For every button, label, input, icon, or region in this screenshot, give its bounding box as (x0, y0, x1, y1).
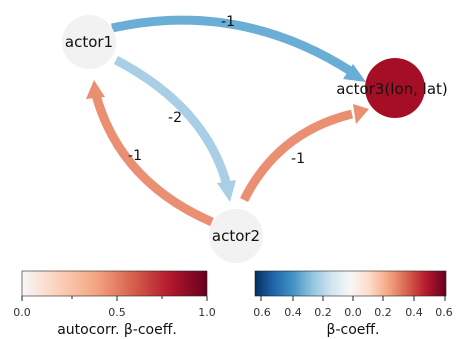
node-actor3: actor3(lon, lat) (336, 58, 448, 118)
node-label-actor1: actor1 (65, 33, 113, 51)
edge-actor1-actor3 (111, 15, 366, 82)
nodes-layer: actor1 actor2 actor3(lon, lat) (62, 15, 448, 263)
node-circle-actor2 (209, 209, 263, 263)
colorbar-autocorr-tick-label: 0.0 (13, 306, 31, 319)
colorbar-beta-title: β-coeff. (327, 322, 380, 338)
colorbar-autocorr-tick-label: 0.5 (108, 306, 126, 319)
colorbar-beta-tick-label: 0.2 (314, 306, 332, 319)
edges-layer (86, 15, 369, 227)
edge-arrowhead-actor1-actor3 (343, 64, 366, 82)
colorbar-beta-bar (254, 270, 447, 297)
edge-label-actor1-actor2: -2 (168, 110, 182, 126)
colorbar-autocorr-tick-label: 1.0 (198, 306, 216, 319)
edge-line-actor1-actor2 (113, 56, 231, 184)
colorbar-beta-tick-label: 0.0 (344, 306, 362, 319)
edge-actor2-actor1 (86, 80, 214, 227)
edge-actor2-actor3 (239, 104, 369, 203)
colorbar-autocorr-ticks (21, 296, 208, 301)
edge-labels: -1 -2 -1 -1 (128, 14, 305, 167)
edge-line-actor2-actor3 (239, 109, 354, 203)
edge-label-actor1-actor3: -1 (221, 14, 235, 30)
node-actor2: actor2 (209, 209, 263, 263)
edge-arrowhead-actor1-actor2 (217, 180, 236, 202)
node-actor1: actor1 (62, 15, 116, 69)
edge-label-actor2-actor1: -1 (128, 148, 142, 164)
colorbar-beta-ticks (260, 296, 446, 301)
edge-label-actor2-actor3: -1 (291, 151, 305, 167)
edge-line-actor2-actor1 (91, 93, 214, 227)
colorbar-autocorr: 0.0 0.5 1.0 autocorr. β-coeff. (13, 270, 216, 338)
colorbar-beta-tick-label: 0.2 (374, 306, 392, 319)
edge-line-actor1-actor3 (111, 15, 355, 76)
colorbar-beta-tick-label: 0.4 (405, 306, 423, 319)
colorbar-autocorr-bar (21, 270, 208, 297)
node-circle-actor1 (62, 15, 116, 69)
colorbar-beta: 0.6 0.4 0.2 0.0 0.2 0.4 0.6 β-coeff. (253, 270, 453, 338)
edge-arrowhead-actor2-actor3 (353, 104, 369, 124)
colorbar-beta-tick-label: 0.6 (253, 306, 271, 319)
edge-arrowhead-actor2-actor1 (86, 80, 105, 99)
colorbar-beta-tick-label: 0.6 (435, 306, 453, 319)
node-label-actor2: actor2 (212, 227, 260, 245)
node-circle-actor3 (365, 58, 425, 118)
colorbar-beta-tick-label: 0.4 (284, 306, 302, 319)
edge-actor1-actor2 (113, 56, 236, 202)
node-label-actor3: actor3(lon, lat) (336, 80, 448, 98)
colorbar-autocorr-title: autocorr. β-coeff. (57, 322, 177, 338)
